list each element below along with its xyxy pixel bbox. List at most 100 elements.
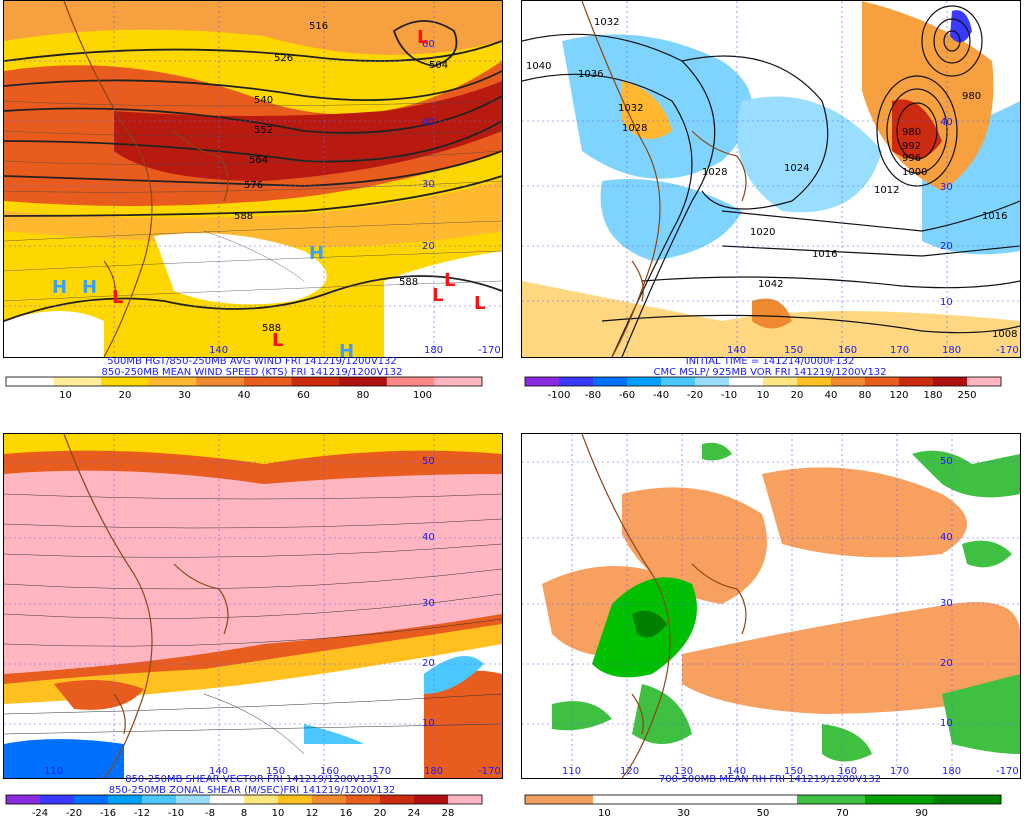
coastlines-p3	[63, 434, 229, 778]
svg-text:1000: 1000	[902, 167, 927, 178]
svg-text:588: 588	[234, 211, 253, 222]
high-mark: H	[52, 277, 67, 298]
svg-text:1032: 1032	[594, 17, 619, 28]
pressure-center-marks-p1: H H H L L L L L L H	[52, 27, 485, 357]
caption-p2: INITIAL TIME = 141214/0000F132 CMC MSLP/…	[521, 356, 1019, 378]
grid-labels-p4: 50 40 30 20 10 110 120 130 140 150 160 1…	[562, 456, 1019, 777]
colorbar-swatch	[386, 377, 435, 386]
colorbar-swatch	[797, 377, 832, 386]
colorbar-swatch	[593, 377, 628, 386]
svg-text:150: 150	[784, 766, 803, 777]
caption-line: 500MB HGT/850-250MB AVG WIND FRI 141219/…	[107, 356, 397, 367]
shear-streamlines-p3	[4, 493, 502, 755]
colorbar-tick-label: 50	[757, 808, 770, 819]
svg-text:30: 30	[940, 182, 953, 193]
svg-text:588: 588	[399, 277, 418, 288]
colorbar-p1: 10 20 30 40 60 80 100	[5, 376, 483, 401]
colorbar-tick-label: 20	[791, 390, 804, 401]
colorbar-tick-label: -12	[134, 808, 150, 819]
svg-text:504: 504	[429, 60, 448, 71]
grid-p1	[4, 1, 502, 357]
colorbar-swatch	[434, 377, 483, 386]
colorbar-svg: 10 20 30 40 60 80 100	[5, 376, 483, 401]
contour-labels-p1: 516 504 526 540 552 564 576 588 588 588	[234, 21, 448, 334]
grid-labels-p1: 60 40 30 20 140 180 -170	[209, 39, 501, 356]
svg-text:120: 120	[620, 766, 639, 777]
colorbar-swatch	[148, 377, 197, 386]
svg-text:-170: -170	[996, 766, 1019, 777]
colorbar-swatch	[967, 377, 1002, 386]
svg-text:50: 50	[422, 456, 435, 467]
colorbar-swatch	[176, 795, 211, 804]
colorbar-swatch	[593, 795, 662, 804]
svg-text:30: 30	[422, 598, 435, 609]
caption-line: CMC MSLP/ 925MB VOR FRI 141219/1200V132	[653, 367, 887, 378]
high-mark: H	[82, 277, 97, 298]
low-mark: L	[432, 285, 443, 306]
svg-text:1036: 1036	[578, 69, 603, 80]
svg-text:1008: 1008	[992, 329, 1017, 340]
colorbar-swatch	[278, 795, 313, 804]
colorbar-swatch	[933, 795, 1002, 804]
colorbar-frame	[524, 376, 1002, 387]
colorbar-swatch	[414, 795, 449, 804]
svg-text:40: 40	[940, 532, 953, 543]
grid-p3	[4, 434, 502, 778]
colorbar-tick-label: 16	[340, 808, 353, 819]
svg-text:40: 40	[422, 532, 435, 543]
isobar-labels-p2: 1032 1040 1036 1032 1028 1028 1024 1020 …	[526, 17, 1017, 340]
svg-text:40: 40	[940, 117, 953, 128]
colorbar-tick-label: 30	[178, 390, 191, 401]
svg-text:60: 60	[422, 39, 435, 50]
svg-text:50: 50	[940, 456, 953, 467]
colorbar-swatch	[865, 377, 900, 386]
caption-p1: 500MB HGT/850-250MB AVG WIND FRI 141219/…	[3, 356, 501, 378]
colorbar-tick-label: 8	[241, 808, 247, 819]
svg-text:160: 160	[838, 345, 857, 356]
colorbar-tick-label: -20	[687, 390, 703, 401]
colorbar-swatch	[108, 795, 143, 804]
svg-text:30: 30	[422, 179, 435, 190]
colorbar-swatch	[142, 795, 177, 804]
colorbar-swatch	[661, 795, 730, 804]
panel-wind-height: 516 504 526 540 552 564 576 588 588 588 …	[0, 0, 505, 401]
caption-p4: 700-500MB MEAN RH FRI 141219/1200V132	[521, 774, 1019, 785]
colorbar-svg: -100 -80 -60 -40 -20 -10 10 20 40 80 120 180 250	[524, 376, 1002, 401]
high-mark: H	[339, 341, 354, 357]
colorbar-tick-label: 80	[357, 390, 370, 401]
svg-text:516: 516	[309, 21, 328, 32]
colorbar-tick-label: -40	[653, 390, 669, 401]
colorbar-swatch	[448, 795, 483, 804]
high-mark: H	[309, 243, 324, 264]
colorbar-tick-label: 120	[889, 390, 908, 401]
colorbar-tick-label: 12	[306, 808, 319, 819]
colorbar-swatch	[525, 377, 560, 386]
colorbar-tick-label: 24	[408, 808, 421, 819]
svg-text:-170: -170	[478, 345, 501, 356]
grid-p2	[522, 1, 1020, 357]
colorbar-swatch	[339, 377, 388, 386]
colorbar-tick-label: 40	[825, 390, 838, 401]
svg-text:180: 180	[942, 345, 961, 356]
caption-p3: 850-250MB SHEAR VECTOR FRI 141219/1200V1…	[3, 774, 501, 796]
colorbar-tick-label: 180	[923, 390, 942, 401]
svg-text:1028: 1028	[622, 123, 647, 134]
colorbar-swatch	[6, 795, 41, 804]
svg-text:980: 980	[962, 91, 981, 102]
map-svg-p4: 50 40 30 20 10 110 120 130 140 150 160 1…	[522, 434, 1020, 778]
panel-mslp-vorticity: 1032 1040 1036 1032 1028 1028 1024 1020 …	[517, 0, 1024, 401]
svg-text:1016: 1016	[982, 211, 1007, 222]
colorbar-swatch	[899, 377, 934, 386]
colorbar-tick-label: 90	[915, 808, 928, 819]
svg-text:110: 110	[562, 766, 581, 777]
colorbar-svg: -24 -20 -16 -12 -10 -8 8 10 12 16 20 24 28	[5, 794, 483, 819]
svg-text:1028: 1028	[702, 167, 727, 178]
svg-text:40: 40	[422, 117, 435, 128]
streamlines-p1	[4, 100, 502, 302]
coastlines-p1	[63, 1, 229, 357]
colorbar-swatch	[525, 795, 594, 804]
svg-text:1040: 1040	[526, 61, 551, 72]
map-mslp-vorticity: 1032 1040 1036 1032 1028 1028 1024 1020 …	[521, 0, 1021, 358]
svg-text:20: 20	[422, 658, 435, 669]
panel-rh: 50 40 30 20 10 110 120 130 140 150 160 1…	[517, 419, 1024, 819]
